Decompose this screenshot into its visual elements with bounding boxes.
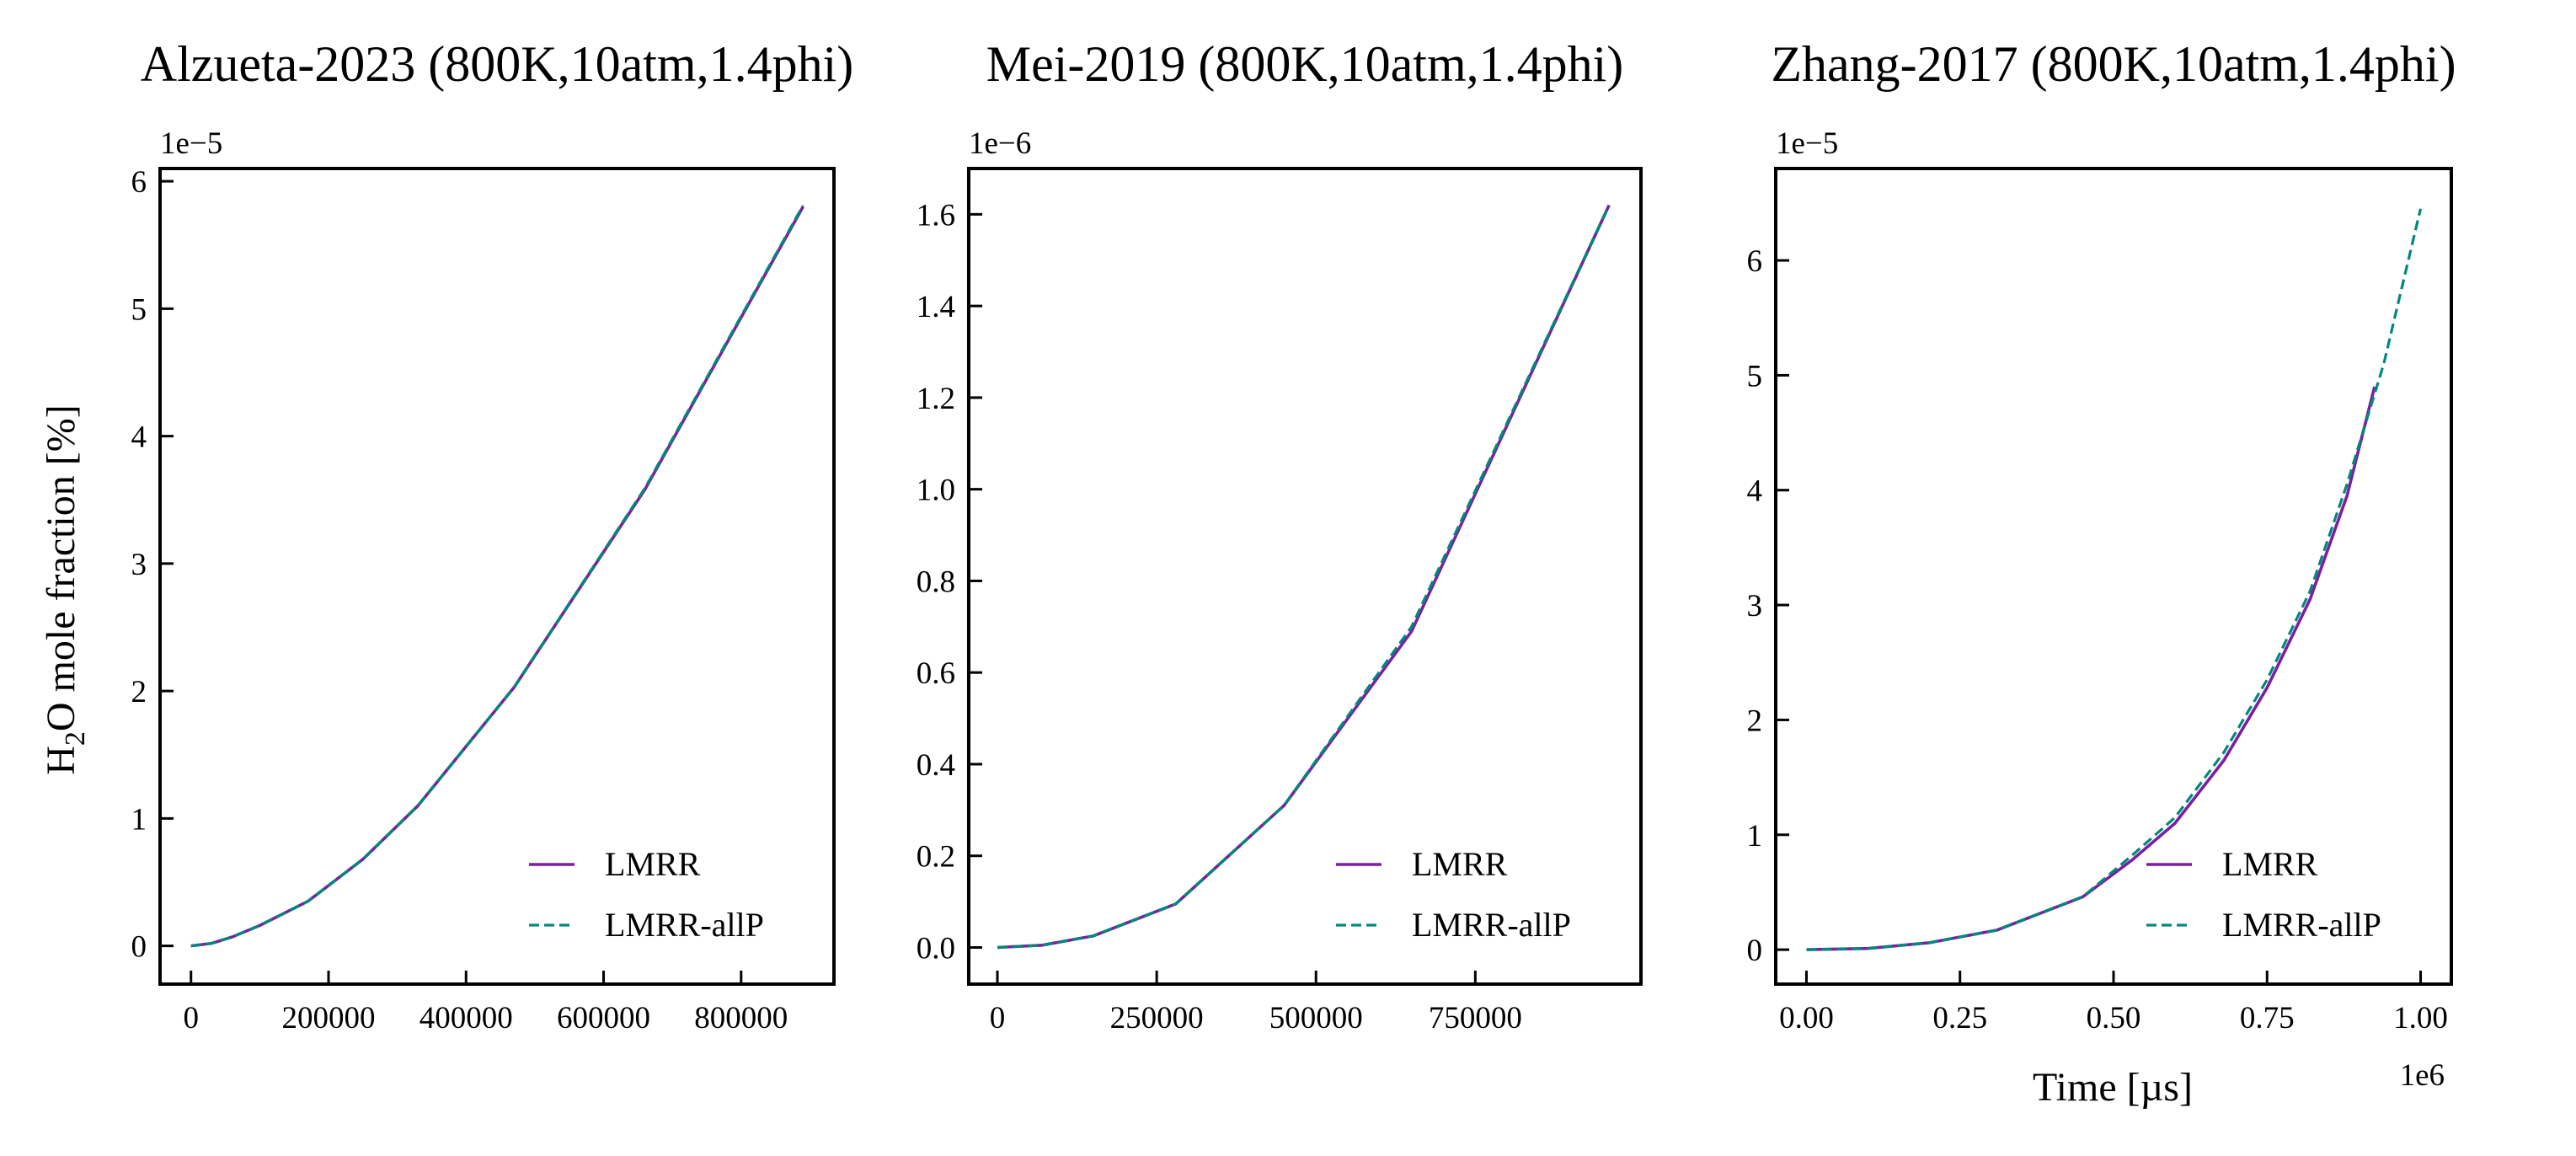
y-axis-label-subscript: 2	[60, 731, 91, 746]
x-axis-offset-label: 1e6	[2400, 1058, 2445, 1093]
y-axis-offset-label: 1e−5	[160, 126, 222, 161]
panel-title: Zhang-2017 (800K,10atm,1.4phi)	[1771, 36, 2456, 92]
y-tick-label: 2	[131, 675, 147, 709]
panel-title: Mei-2019 (800K,10atm,1.4phi)	[986, 36, 1624, 92]
y-tick-label: 0.0	[917, 931, 955, 966]
axes-frame	[967, 167, 1643, 986]
legend: LMRR LMRR-allP	[1336, 845, 1571, 944]
series-line-lmrr-allp	[190, 205, 804, 948]
y-tick-label: 1.6	[917, 198, 955, 233]
y-tick-label: 0	[1747, 934, 1763, 968]
x-tick-label: 800000	[694, 1001, 788, 1036]
y-tick-label: 4	[131, 420, 147, 455]
legend-label: LMRR	[605, 845, 701, 883]
x-tick-label: 750000	[1429, 1001, 1522, 1036]
y-tick-label: 0.6	[917, 656, 955, 691]
x-tick-label: 200000	[282, 1001, 376, 1036]
y-tick-label: 1.4	[917, 290, 955, 324]
y-axis-label-main: H	[39, 746, 83, 775]
y-tick-label: 3	[131, 548, 147, 582]
y-tick-label: 0.2	[917, 840, 955, 875]
x-tick-label: 0.25	[1932, 1001, 1987, 1036]
y-tick-label: 6	[1747, 244, 1763, 279]
legend-label: LMRR-allP	[1412, 906, 1571, 944]
x-tick-label: 500000	[1269, 1001, 1363, 1036]
series-group	[190, 205, 804, 948]
y-tick-label: 6	[131, 165, 147, 200]
x-tick-label: 1.00	[2393, 1001, 2448, 1036]
y-tick-label: 1	[131, 802, 147, 837]
axes-frame	[158, 167, 836, 986]
y-tick-label: 4	[1747, 474, 1763, 509]
panel-2: 0 250000 500000 750000 0.0 0.2 0.4 0.6 0.8 1.0 1.2…	[917, 36, 1643, 1036]
y-tick-label: 1.0	[917, 474, 955, 508]
legend-label: LMRR	[2222, 845, 2318, 883]
series-line-lmrr-allp	[1806, 208, 2423, 951]
x-tick-label: 0.75	[2240, 1001, 2295, 1036]
panel-1: 0 200000 400000 600000 800000 0 1 2 3 4 5 6 1e−5 Alzu…	[131, 36, 854, 1036]
y-axis-offset-label: 1e−5	[1776, 126, 1838, 161]
legend-label: LMRR-allP	[605, 906, 764, 944]
y-tick-label: 5	[1747, 359, 1763, 393]
y-axis-label-rest: O mole fraction [%]	[39, 404, 83, 731]
y-tick-label: 3	[1747, 589, 1763, 623]
y-tick-label: 0.8	[917, 565, 955, 599]
x-tick-label: 400000	[420, 1001, 513, 1036]
legend: LMRR LMRR-allP	[529, 845, 764, 944]
x-tick-label: 0	[183, 1001, 199, 1036]
y-tick-label: 1	[1747, 819, 1763, 854]
panel-title: Alzueta-2023 (800K,10atm,1.4phi)	[141, 36, 853, 92]
x-tick-label: 600000	[557, 1001, 650, 1036]
y-axis-offset-label: 1e−6	[969, 126, 1031, 161]
y-tick-label: 5	[131, 292, 147, 327]
series-line-lmrr-allp	[997, 204, 1611, 950]
y-tick-label: 2	[1747, 704, 1763, 738]
panels: 0 200000 400000 600000 800000 0 1 2 3 4 5 6 1e−5 Alzu…	[131, 36, 2456, 1036]
legend-label: LMRR-allP	[2222, 906, 2381, 944]
x-tick-label: 250000	[1110, 1001, 1204, 1036]
series-group	[997, 204, 1611, 950]
x-tick-label: 0	[990, 1001, 1006, 1036]
x-axis-label: Time [µs]	[2033, 1065, 2193, 1110]
panel-3: 0.00 0.25 0.50 0.75 1.00 0 1 2 3 4 5 6 1e−5 Zhang-201…	[1747, 36, 2456, 1036]
y-tick-label: 0.4	[917, 748, 955, 783]
y-axis-label: H2O mole fraction [%]	[39, 404, 91, 775]
x-tick-label: 0.00	[1779, 1001, 1834, 1036]
y-tick-label: 1.2	[917, 382, 955, 416]
legend-label: LMRR	[1412, 845, 1508, 883]
y-tick-label: 0	[131, 930, 147, 965]
x-tick-label: 0.50	[2087, 1001, 2141, 1036]
series-group	[1806, 208, 2423, 951]
legend: LMRR LMRR-allP	[2146, 845, 2381, 944]
